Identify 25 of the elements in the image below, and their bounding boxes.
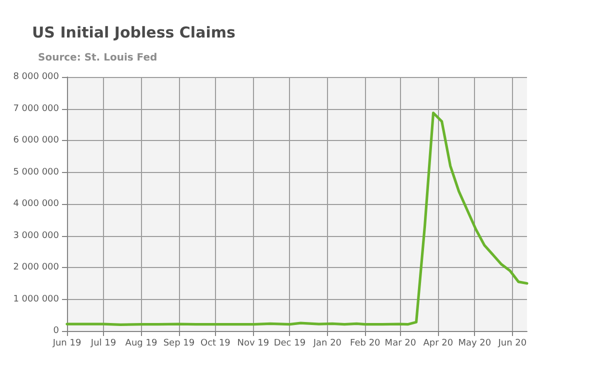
chart-title: US Initial Jobless Claims	[32, 24, 236, 42]
x-tick-label: Jun 20	[497, 338, 527, 348]
x-tick-label: Dec 19	[274, 338, 306, 348]
y-tick-label: 1 000 000	[13, 294, 60, 304]
x-tick-label: Mar 20	[384, 338, 416, 348]
x-tick-label: Feb 20	[350, 338, 381, 348]
chart-subtitle: Source: St. Louis Fed	[38, 52, 158, 64]
y-tick-label: 4 000 000	[13, 199, 60, 209]
line-series	[66, 112, 528, 326]
y-tick-label: 8 000 000	[13, 72, 60, 82]
x-tick-label: Jan 20	[312, 338, 342, 348]
x-tick-label: Jul 19	[90, 338, 116, 348]
y-tick-label: 6 000 000	[13, 136, 60, 146]
y-tick-label: 2 000 000	[13, 262, 60, 272]
x-tick-label: Sep 19	[163, 338, 195, 348]
x-tick-label: Nov 19	[237, 338, 270, 348]
x-tick-label: May 20	[458, 338, 492, 348]
x-tick-label: Oct 19	[200, 338, 231, 348]
y-tick-label: 5 000 000	[13, 167, 60, 178]
x-tick-label: Apr 20	[423, 338, 454, 348]
y-tick-label: 3 000 000	[13, 230, 60, 241]
x-tick-label: Jun 19	[52, 338, 82, 348]
y-tick-label: 0	[53, 326, 60, 336]
y-tick-label: 7 000 000	[13, 104, 60, 114]
x-tick-label: Aug 19	[125, 338, 158, 348]
